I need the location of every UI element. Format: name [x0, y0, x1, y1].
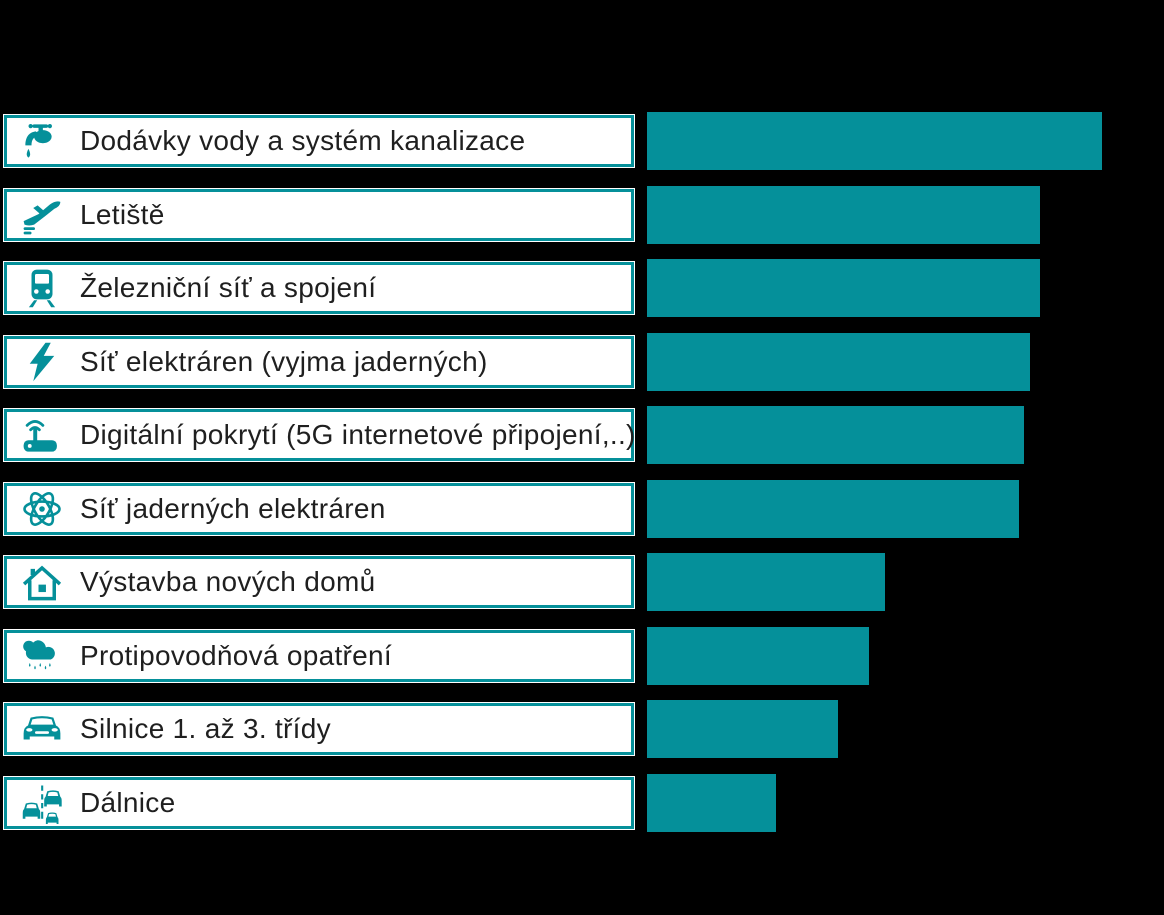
- bar-track: [647, 773, 1164, 832]
- bar-track: [647, 626, 1164, 685]
- bar-track: [647, 406, 1164, 464]
- chart-row: Letiště: [0, 185, 1164, 244]
- airplane-icon: [19, 193, 65, 237]
- bar-track: [647, 479, 1164, 538]
- category-label-box: Silnice 1. až 3. třídy: [3, 702, 635, 756]
- category-label-box: Železniční síť a spojení: [3, 261, 635, 315]
- rain-cloud-icon: [19, 634, 65, 678]
- value-bar: [647, 773, 777, 832]
- bar-track: [647, 112, 1164, 170]
- bar-track: [647, 553, 1164, 611]
- value-bar: [647, 479, 1020, 538]
- chart-row: Železniční síť a spojení: [0, 259, 1164, 317]
- value-bar: [647, 332, 1030, 391]
- category-label: Síť elektráren (vyjma jaderných): [80, 345, 488, 377]
- category-label: Letiště: [80, 198, 165, 230]
- category-label: Silnice 1. až 3. třídy: [80, 713, 331, 744]
- category-label: Dálnice: [80, 786, 176, 818]
- bar-track: [647, 700, 1164, 758]
- value-bar: [647, 626, 870, 685]
- value-bar: [647, 185, 1040, 244]
- chart-row: Protipovodňová opatření: [0, 626, 1164, 685]
- car-icon: [19, 707, 65, 751]
- faucet-icon: [19, 119, 65, 163]
- category-label: Protipovodňová opatření: [80, 639, 393, 671]
- chart-row: Síť jaderných elektráren: [0, 479, 1164, 538]
- chart-row: Silnice 1. až 3. třídy: [0, 700, 1164, 758]
- router-icon: [19, 413, 65, 457]
- chart-row: Dodávky vody a systém kanalizace: [0, 112, 1164, 170]
- value-bar: [647, 112, 1102, 170]
- category-label-box: Digitální pokrytí (5G internetové připoj…: [3, 408, 636, 462]
- chart-row: Výstavba nových domů: [0, 553, 1164, 611]
- category-label-box: Dodávky vody a systém kanalizace: [3, 114, 635, 168]
- category-label-box: Protipovodňová opatření: [3, 628, 635, 683]
- category-label: Digitální pokrytí (5G internetové připoj…: [80, 419, 636, 450]
- traffic-jam-icon: [19, 781, 65, 825]
- bar-track: [647, 185, 1164, 244]
- value-bar: [647, 700, 839, 758]
- category-label-box: Dálnice: [3, 775, 635, 830]
- atom-icon: [19, 487, 65, 531]
- chart-row: Dálnice: [0, 773, 1164, 832]
- value-bar: [647, 259, 1040, 317]
- category-label: Dodávky vody a systém kanalizace: [80, 125, 526, 156]
- category-label-box: Výstavba nových domů: [3, 555, 635, 609]
- category-label-box: Síť elektráren (vyjma jaderných): [3, 334, 635, 389]
- category-label-box: Letiště: [3, 187, 635, 242]
- house-icon: [19, 560, 65, 604]
- value-bar: [647, 553, 885, 611]
- category-label: Síť jaderných elektráren: [80, 492, 386, 524]
- lightning-icon: [19, 340, 65, 384]
- chart-row: Digitální pokrytí (5G internetové připoj…: [0, 406, 1164, 464]
- category-label: Výstavba nových domů: [80, 566, 376, 597]
- bar-track: [647, 259, 1164, 317]
- bar-track: [647, 332, 1164, 391]
- value-bar: [647, 406, 1025, 464]
- category-label: Železniční síť a spojení: [80, 272, 377, 303]
- bar-chart: Dodávky vody a systém kanalizace Letiště…: [0, 112, 1164, 832]
- category-label-box: Síť jaderných elektráren: [3, 481, 635, 536]
- train-icon: [19, 266, 65, 310]
- chart-row: Síť elektráren (vyjma jaderných): [0, 332, 1164, 391]
